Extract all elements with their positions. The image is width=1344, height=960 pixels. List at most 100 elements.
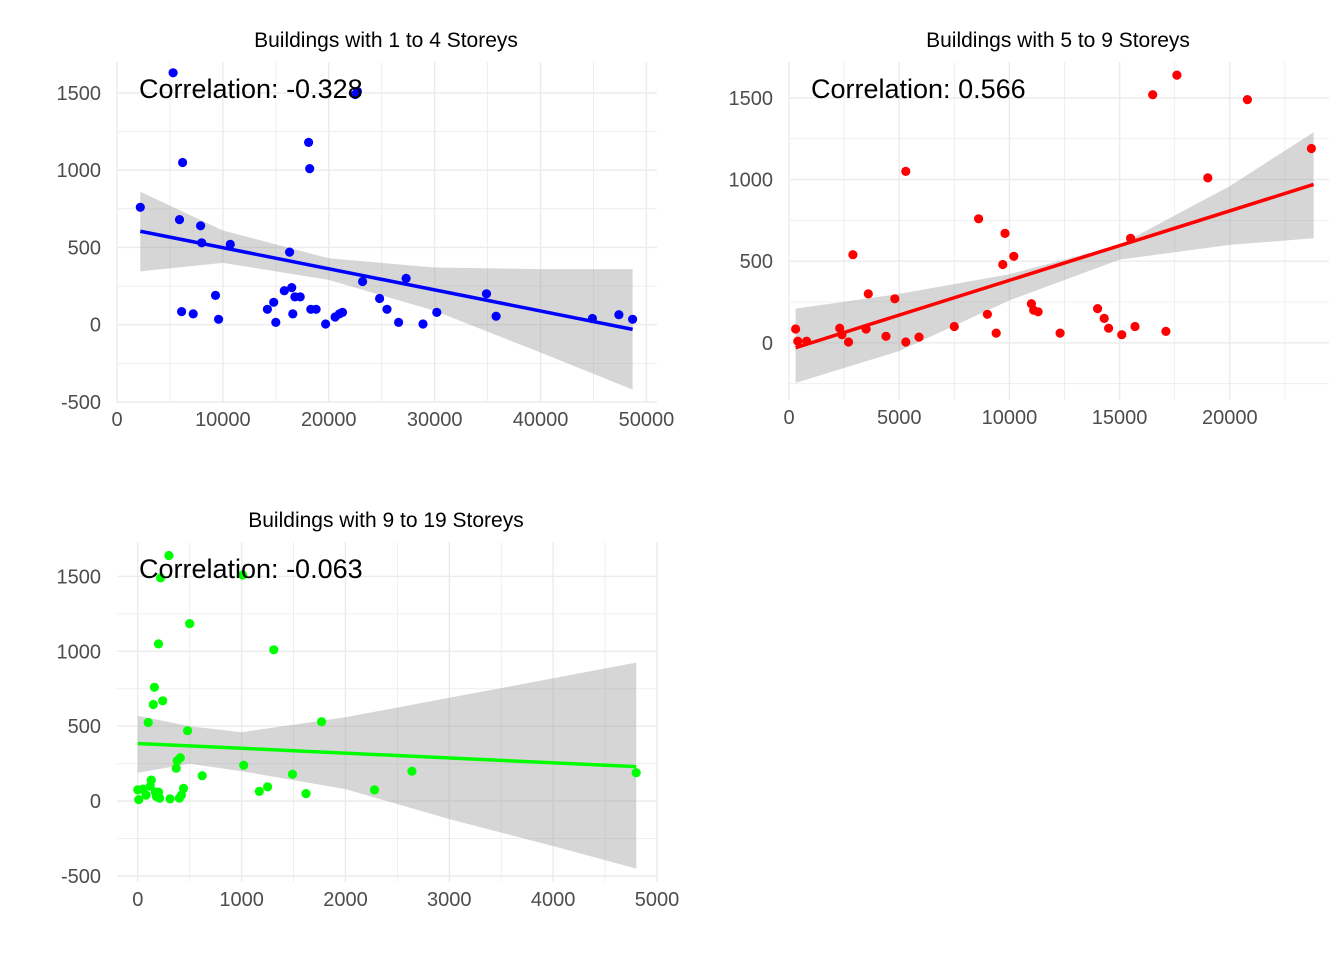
data-point [358,276,368,287]
data-point [1000,228,1010,238]
data-points [135,68,638,329]
y-tick-label: 500 [68,716,101,738]
data-point [239,760,249,770]
data-point [148,699,158,710]
data-point [155,793,165,803]
x-tick-label: 20000 [301,409,357,431]
data-point [407,766,417,776]
data-point [1126,233,1136,243]
y-tick-label: -500 [61,866,101,888]
data-point [153,639,164,649]
data-point [146,775,156,785]
x-tick-label: 40000 [513,409,569,431]
x-tick-label: 15000 [1092,407,1148,429]
y-tick-label: 500 [68,237,101,259]
correlation-annotation: Correlation: -0.328 [139,74,363,104]
gridlines [117,542,658,882]
data-point [1242,95,1252,105]
data-point [1117,330,1127,340]
data-point [949,321,959,332]
data-point [171,763,181,773]
data-point [269,297,279,307]
data-point [394,317,404,327]
data-point [793,336,803,346]
data-point [197,771,207,781]
y-tick-label: 1000 [57,160,102,182]
data-point [982,309,993,319]
y-tick-label: 0 [90,315,101,337]
panel-9to19-storeys: Buildings with 9 to 19 Storeys -500 0 500 1… [57,509,680,911]
data-point [631,768,641,778]
data-point [175,753,185,763]
data-point [369,785,380,795]
data-points [791,70,1316,347]
confidence-band [140,191,633,390]
x-tick-label: 30000 [407,409,463,431]
data-point [1055,328,1065,338]
correlation-annotation: Correlation: 0.566 [811,74,1026,104]
data-point [164,550,174,561]
data-point [178,157,188,168]
x-tick-label: 4000 [531,889,576,911]
data-point [1306,143,1316,154]
data-point [311,304,321,314]
data-point [165,794,175,804]
data-point [1203,173,1213,183]
x-tick-label: 3000 [427,889,472,911]
x-axis-ticks: 0 5000 10000 15000 20000 [783,407,1257,429]
data-point [279,286,289,296]
x-tick-label: 10000 [195,409,251,431]
data-point [185,619,195,629]
data-point [183,726,193,736]
x-tick-label: 5000 [877,407,922,429]
data-point [352,86,362,96]
y-tick-label: 500 [740,251,773,273]
data-point [134,795,144,805]
data-point [375,293,385,304]
y-tick-label: 1500 [57,83,102,105]
x-tick-label: 0 [783,407,794,429]
data-point [1172,70,1182,80]
data-point [287,283,297,293]
x-tick-label: 10000 [982,407,1038,429]
y-tick-label: 1500 [57,566,102,588]
y-axis-ticks: 0 500 1000 1500 [729,88,774,355]
data-point [848,250,858,260]
data-point [285,247,295,257]
data-point [1161,326,1171,336]
x-axis-ticks: 0 1000 2000 3000 4000 5000 [132,889,679,911]
data-point [143,717,153,728]
y-tick-label: 1000 [57,641,102,663]
data-point [177,307,187,317]
data-point [481,289,492,299]
data-point [321,319,331,329]
x-tick-label: 20000 [1202,407,1258,429]
data-point [1033,307,1043,317]
panel-1to4-storeys: Buildings with 1 to 4 Storeys -500 0 500 10… [57,29,675,431]
data-point [614,310,624,320]
data-point [254,786,264,797]
x-axis-ticks: 0 10000 20000 30000 40000 50000 [111,409,674,431]
panel-title: Buildings with 9 to 19 Storeys [248,509,523,532]
data-point [587,313,598,324]
data-point [149,682,159,692]
y-axis-ticks: -500 0 500 1000 1500 [57,83,102,414]
data-point [158,696,168,706]
data-point [791,324,801,334]
data-point [1093,304,1103,314]
x-tick-label: 0 [132,889,143,911]
data-point [991,328,1001,338]
x-tick-label: 2000 [323,889,368,911]
x-tick-label: 0 [111,409,122,431]
data-point [914,332,924,342]
panel-title: Buildings with 5 to 9 Storeys [926,29,1190,52]
data-point [1009,251,1019,261]
y-tick-label: 1500 [729,88,774,110]
x-tick-label: 5000 [635,889,680,911]
data-point [238,570,248,580]
data-point [998,259,1008,270]
y-tick-label: 0 [90,791,101,813]
data-point [174,215,185,225]
y-tick-label: 0 [762,333,773,355]
data-point [301,789,311,799]
